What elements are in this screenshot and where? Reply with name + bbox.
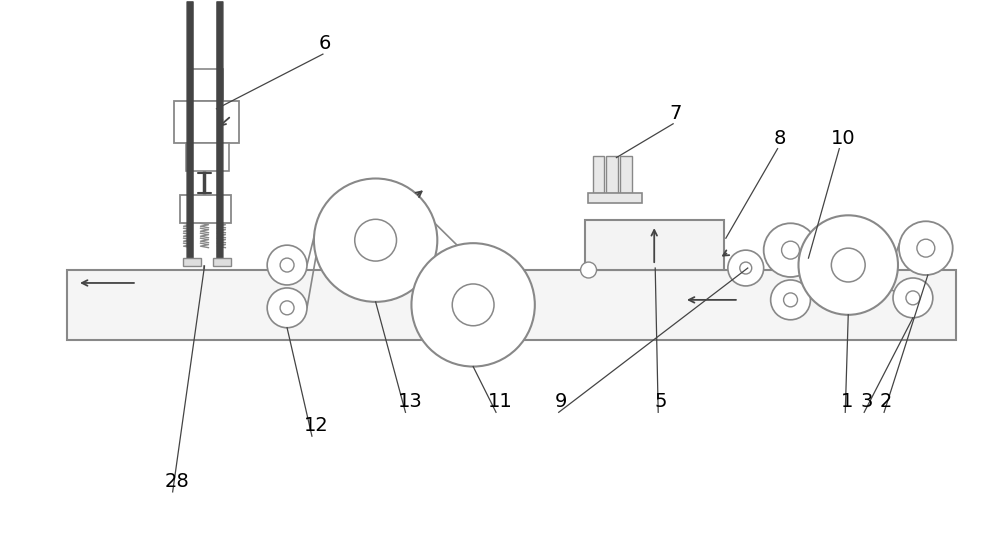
Circle shape [314,179,437,302]
Circle shape [917,239,935,257]
Circle shape [798,215,898,315]
Bar [593,155,604,194]
Text: 9: 9 [555,392,567,411]
Circle shape [784,293,797,307]
Text: 6: 6 [319,34,331,53]
Circle shape [764,223,817,277]
Text: 8: 8 [774,129,786,148]
Circle shape [728,250,764,286]
Text: 7: 7 [669,104,682,123]
Bar [183,258,201,266]
Bar [606,155,618,194]
Circle shape [280,301,294,315]
Circle shape [899,221,953,275]
Bar [180,195,231,223]
Circle shape [771,280,810,320]
Circle shape [831,248,865,282]
Circle shape [355,220,397,261]
Bar [585,220,724,270]
Bar [67,270,956,340]
Circle shape [267,245,307,285]
Circle shape [280,258,294,272]
Text: 1: 1 [841,392,854,411]
Text: 2: 2 [880,392,892,411]
Circle shape [893,278,933,318]
Text: 10: 10 [831,129,856,148]
Bar [213,258,231,266]
Bar [588,194,642,204]
Bar [174,101,239,143]
Circle shape [740,262,752,274]
Circle shape [581,262,597,278]
Circle shape [782,241,799,259]
Bar [186,143,229,170]
Bar [620,155,632,194]
Circle shape [411,243,535,367]
Circle shape [452,284,494,326]
Text: 11: 11 [488,392,513,411]
Bar [188,69,223,101]
Text: 3: 3 [860,392,873,411]
Text: 13: 13 [398,392,422,411]
Text: 12: 12 [304,416,329,435]
Circle shape [267,288,307,328]
Text: 28: 28 [165,472,189,491]
Text: 5: 5 [654,392,667,411]
Circle shape [906,291,920,305]
